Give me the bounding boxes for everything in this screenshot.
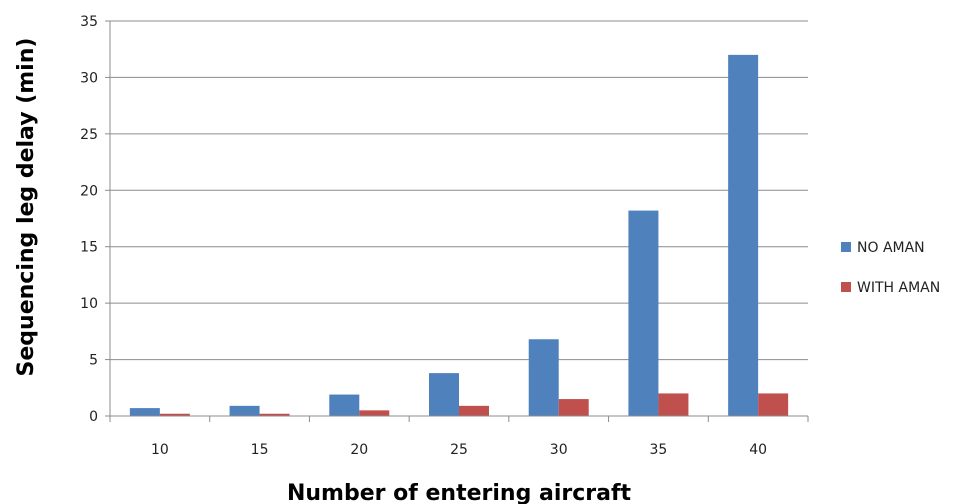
y-tick-label: 25 <box>80 127 98 143</box>
legend-swatch <box>841 242 851 252</box>
y-axis-title: Sequencing leg delay (min) <box>14 38 39 377</box>
axes <box>105 20 809 422</box>
x-tick-label: 20 <box>350 442 368 458</box>
bar-with-aman <box>658 393 689 416</box>
y-tick-label: 20 <box>80 183 98 199</box>
x-tick-label: 25 <box>450 442 468 458</box>
x-tick-label: 40 <box>749 442 767 458</box>
y-tick-label: 30 <box>80 70 98 86</box>
bar-with-aman <box>359 410 390 416</box>
bar-with-aman <box>558 399 589 416</box>
bar-with-aman <box>758 393 789 416</box>
bar-with-aman <box>459 405 489 416</box>
x-tick-label: 15 <box>251 442 269 458</box>
bar-no-aman <box>429 373 459 416</box>
y-tick-label: 5 <box>89 353 98 369</box>
y-tick-label: 10 <box>80 296 98 312</box>
bar-with-aman <box>259 413 290 416</box>
x-tick-label: 35 <box>650 442 668 458</box>
tick-labels: 0 5 10 15 20 25 30 35 10 15 20 25 30 35 40 <box>80 14 767 458</box>
legend-label: NO AMAN <box>857 240 925 256</box>
legend-swatch <box>841 282 851 292</box>
bar-no-aman <box>329 394 360 416</box>
y-tick-label: 15 <box>80 240 98 256</box>
bars <box>129 54 789 416</box>
x-tick-label: 10 <box>151 442 169 458</box>
bar-with-aman <box>159 413 190 416</box>
bar-no-aman <box>728 54 759 416</box>
bar-no-aman <box>528 339 559 416</box>
bar-no-aman <box>129 408 160 416</box>
gridlines <box>110 20 808 361</box>
legend-label: WITH AMAN <box>857 280 940 296</box>
legend: NO AMAN WITH AMAN <box>841 240 940 296</box>
bar-no-aman <box>628 210 659 416</box>
y-tick-label: 35 <box>80 14 98 30</box>
bar-no-aman <box>229 405 260 416</box>
x-axis-title: Number of entering aircraft <box>287 481 632 504</box>
y-tick-label: 0 <box>89 409 98 425</box>
x-tick-label: 30 <box>550 442 568 458</box>
